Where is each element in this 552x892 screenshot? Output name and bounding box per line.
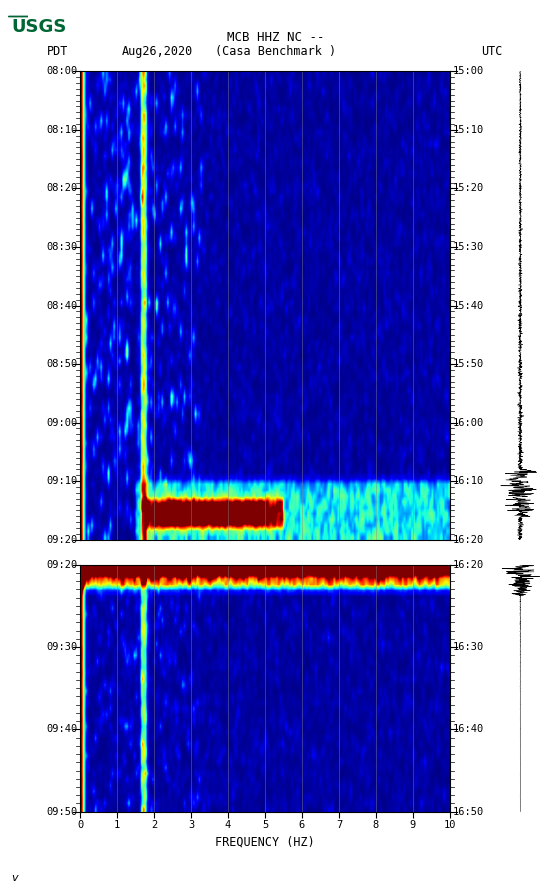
Text: MCB HHZ NC --: MCB HHZ NC --	[227, 31, 325, 45]
Text: 15:40: 15:40	[453, 301, 484, 310]
Text: Aug26,2020: Aug26,2020	[121, 45, 193, 58]
Text: 09:50: 09:50	[46, 806, 77, 817]
Text: 16:20: 16:20	[453, 559, 484, 570]
Text: 09:30: 09:30	[46, 642, 77, 652]
Text: 09:10: 09:10	[46, 476, 77, 486]
Text: UTC: UTC	[481, 45, 502, 58]
Text: 16:50: 16:50	[453, 806, 484, 817]
Text: 09:20: 09:20	[46, 559, 77, 570]
Text: 08:40: 08:40	[46, 301, 77, 310]
Text: USGS: USGS	[11, 18, 66, 36]
Text: 09:20: 09:20	[46, 534, 77, 545]
Text: 15:30: 15:30	[453, 242, 484, 252]
Text: 16:30: 16:30	[453, 642, 484, 652]
Text: 08:50: 08:50	[46, 359, 77, 369]
Text: 08:00: 08:00	[46, 66, 77, 77]
Text: 16:20: 16:20	[453, 534, 484, 545]
Text: 08:10: 08:10	[46, 125, 77, 135]
Text: 15:50: 15:50	[453, 359, 484, 369]
Text: (Casa Benchmark ): (Casa Benchmark )	[215, 45, 337, 58]
X-axis label: FREQUENCY (HZ): FREQUENCY (HZ)	[215, 836, 315, 848]
Text: 15:20: 15:20	[453, 184, 484, 194]
Text: 16:40: 16:40	[453, 724, 484, 734]
Text: 16:00: 16:00	[453, 417, 484, 427]
Text: 09:00: 09:00	[46, 417, 77, 427]
Text: PDT: PDT	[47, 45, 68, 58]
Text: 15:00: 15:00	[453, 66, 484, 77]
Text: 08:20: 08:20	[46, 184, 77, 194]
Text: 08:30: 08:30	[46, 242, 77, 252]
Text: 09:40: 09:40	[46, 724, 77, 734]
Text: 15:10: 15:10	[453, 125, 484, 135]
Text: v: v	[11, 873, 18, 883]
Text: 16:10: 16:10	[453, 476, 484, 486]
